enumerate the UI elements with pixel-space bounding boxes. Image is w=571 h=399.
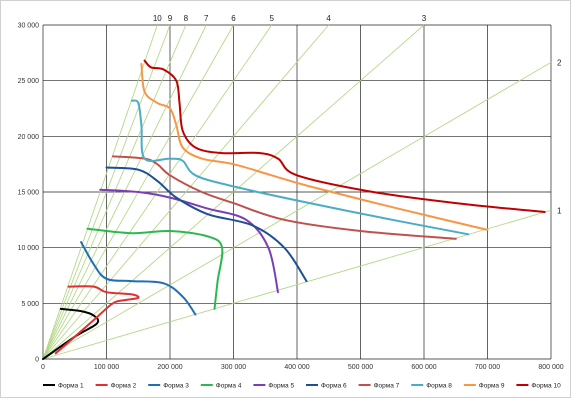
- ray-label-2: 2: [557, 58, 562, 67]
- ray-4: [42, 24, 329, 360]
- ray-label-10: 10: [153, 14, 162, 23]
- y-tick-label-0: 0: [35, 357, 39, 364]
- y-tick-label-6: 30 000: [18, 23, 40, 30]
- ray-8: [42, 24, 187, 360]
- y-tick-label-4: 20 000: [18, 134, 40, 141]
- ray-label-7: 7: [204, 14, 209, 23]
- x-tick-label-1: 100 000: [94, 364, 119, 371]
- series-lines: [42, 59, 546, 360]
- ray-label-6: 6: [231, 14, 236, 23]
- series-line-3: [80, 241, 197, 316]
- ray-label-9: 9: [168, 14, 173, 23]
- series-line-5: [99, 188, 279, 294]
- ray-label-1: 1: [557, 206, 562, 215]
- series-line-2: [54, 285, 140, 355]
- x-tick-label-8: 800 000: [538, 364, 563, 371]
- legend-label-5: Форма 5: [268, 382, 294, 389]
- x-tick-label-0: 0: [41, 364, 45, 371]
- y-tick-label-5: 25 000: [18, 78, 40, 85]
- x-tick-label-3: 300 000: [221, 364, 246, 371]
- ray-9: [42, 24, 171, 360]
- ray-7: [42, 24, 207, 360]
- legend-label-3: Форма 3: [163, 382, 189, 389]
- ray-label-4: 4: [326, 14, 331, 23]
- legend-label-9: Форма 9: [479, 382, 505, 389]
- x-tick-label-6: 600 000: [411, 364, 436, 371]
- ray-2: [42, 62, 552, 360]
- series-line-9: [140, 63, 489, 231]
- y-axis-ticks: 0 5 000 10 000 15 000 20 000 25 000 30 000: [18, 23, 40, 364]
- ray-label-8: 8: [184, 14, 189, 23]
- series-line-10: [143, 59, 546, 213]
- legend-label-6: Форма 6: [321, 382, 347, 389]
- ray-10: [42, 24, 158, 360]
- legend-label-7: Форма 7: [374, 382, 400, 389]
- ray-3: [42, 24, 425, 360]
- legend-label-2: Форма 2: [111, 382, 137, 389]
- x-tick-label-4: 400 000: [284, 364, 309, 371]
- legend-label-10: Форма 10: [531, 382, 561, 389]
- series-line-8: [130, 99, 470, 236]
- ray-labels: 1 2 3 4 5 6 7 8 9 10: [153, 14, 562, 215]
- y-tick-label-1: 5 000: [21, 301, 39, 308]
- legend-label-4: Форма 4: [216, 382, 242, 389]
- ray-5: [42, 24, 273, 360]
- y-tick-label-2: 10 000: [18, 245, 40, 252]
- series-line-4: [86, 227, 224, 310]
- legend-label-8: Форма 8: [426, 382, 452, 389]
- ray-1: [42, 209, 552, 360]
- x-tick-label-5: 500 000: [348, 364, 373, 371]
- series-line-6: [105, 166, 308, 283]
- legend: Форма 1 Форма 2 Форма 3 Форма 4 Форма 5 Форма…: [43, 382, 561, 389]
- x-axis-ticks: 0 100 000 200 000 300 000 400 000 500 000 600 …: [41, 364, 564, 371]
- legend-label-1: Форма 1: [58, 382, 84, 389]
- y-tick-label-3: 15 000: [18, 190, 40, 197]
- x-tick-label-7: 700 000: [475, 364, 500, 371]
- ray-label-5: 5: [269, 14, 274, 23]
- ray-label-3: 3: [422, 14, 427, 23]
- x-tick-label-2: 200 000: [157, 364, 182, 371]
